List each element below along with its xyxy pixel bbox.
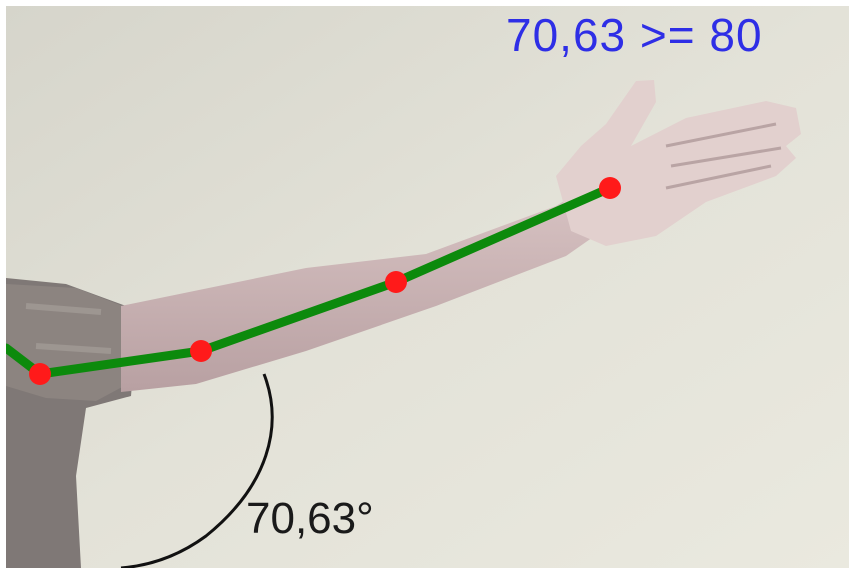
- finger-creases: [665, 122, 782, 190]
- joint-point-wrist: [385, 271, 407, 293]
- joint-point-hand: [599, 177, 621, 199]
- angle-label: 70,63°: [246, 494, 374, 543]
- camera-frame: [6, 6, 849, 568]
- sleeve-fold: [25, 303, 112, 354]
- threshold-text: 70,63 >= 80: [506, 9, 763, 61]
- person-hand: [556, 80, 801, 246]
- shirt-sleeve: [6, 284, 128, 401]
- joint-point-shoulder: [29, 363, 51, 385]
- angle-arc: [120, 373, 274, 568]
- joint-point-elbow: [190, 340, 212, 362]
